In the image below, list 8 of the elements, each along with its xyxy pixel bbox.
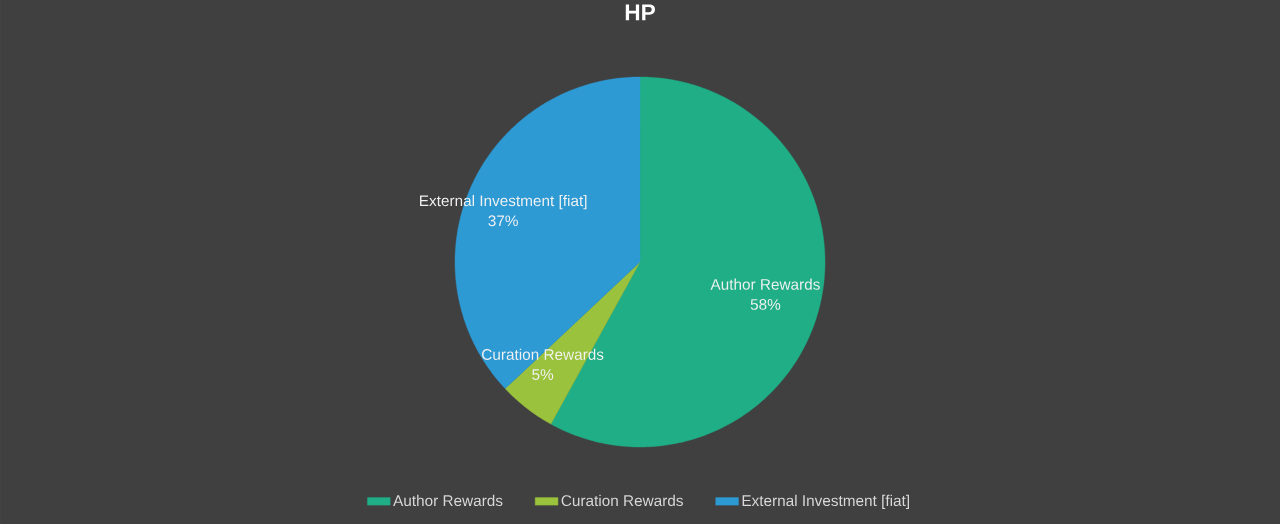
data-label: 58% <box>750 298 781 310</box>
slice-label: Author Rewards <box>710 278 820 290</box>
legend-label: Author Rewards <box>393 494 503 507</box>
chart-title: HP <box>625 4 655 21</box>
legend-label: Curation Rewards <box>561 494 683 507</box>
legend-label: External Investment [fiat] <box>742 494 909 510</box>
data-label: 5% <box>532 369 554 380</box>
data-label: 37% <box>488 215 518 227</box>
